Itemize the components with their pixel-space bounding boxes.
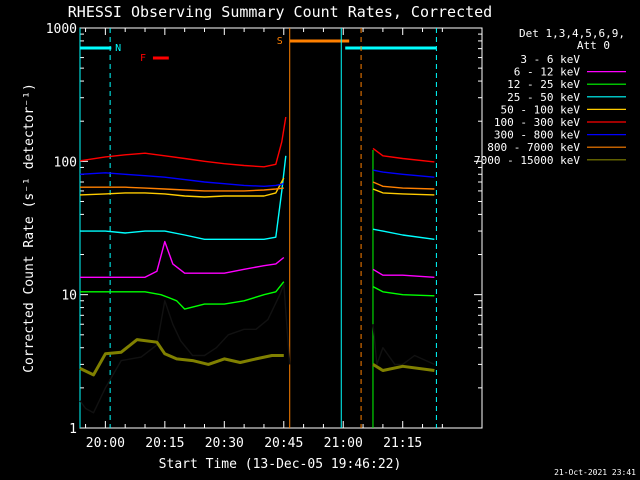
legend-label-6-12-kev: 6 - 12 keV [514, 66, 581, 79]
legend-label-3-6-kev: 3 - 6 keV [520, 53, 580, 66]
f-flag-label: F [140, 53, 146, 64]
legend-label-7000-15000-kev: 7000 - 15000 keV [474, 154, 580, 167]
series-line-12-25-kev [80, 281, 435, 310]
series-line-100-300-kev [79, 116, 435, 168]
data-series [79, 116, 435, 414]
series-line-800-7000-kev [80, 181, 435, 192]
x-tick-label: 21:15 [383, 436, 422, 451]
legend-header-line1: Det 1,3,4,5,6,9, [519, 27, 625, 40]
series-line-50-100-kev [79, 177, 435, 198]
x-tick-label: 20:45 [264, 436, 303, 451]
axis-ticks: 20:00 20:15 20:30 20:45 21:00 21:15 1 10 100 1000 [46, 22, 482, 451]
y-tick-label: 10 [61, 289, 77, 304]
footer-date: 21-Oct-2021 23:41 [554, 468, 636, 477]
s-flag-label: S [277, 36, 283, 47]
legend-label-300-800-kev: 300 - 800 keV [494, 129, 580, 142]
y-axis-label: Corrected Count Rate (s⁻¹ detector⁻¹) [22, 83, 37, 373]
x-tick-label: 21:00 [324, 436, 363, 451]
x-tick-label: 20:00 [86, 436, 125, 451]
legend-label-50-100-kev: 50 - 100 keV [501, 103, 581, 116]
x-tick-label: 20:15 [145, 436, 184, 451]
legend-label-12-25-kev: 12 - 25 keV [507, 78, 580, 91]
series-line-6-12-kev [80, 240, 435, 278]
y-tick-label: 1000 [46, 22, 77, 37]
legend-label-25-50-kev: 25 - 50 keV [507, 91, 580, 104]
legend-label-100-300-kev: 100 - 300 keV [494, 116, 580, 129]
legend-label-800-7000-kev: 800 - 7000 keV [487, 141, 580, 154]
series-line-3-6-kev [79, 283, 435, 414]
y-tick-label: 100 [54, 155, 77, 170]
x-tick-label: 20:30 [205, 436, 244, 451]
series-line-7000-15000-kev [79, 338, 435, 377]
chart-title: RHESSI Observing Summary Count Rates, Co… [68, 3, 492, 21]
n-flag-label: N [115, 43, 121, 54]
x-axis-label: Start Time (13-Dec-05 19:46:22) [159, 457, 402, 472]
y-tick-label: 1 [69, 422, 77, 437]
legend-header-line2: Att 0 [577, 39, 610, 52]
flag-markers: N F S [79, 28, 437, 428]
series-line-300-800-kev [79, 169, 435, 187]
series-line-25-50-kev [80, 155, 435, 240]
